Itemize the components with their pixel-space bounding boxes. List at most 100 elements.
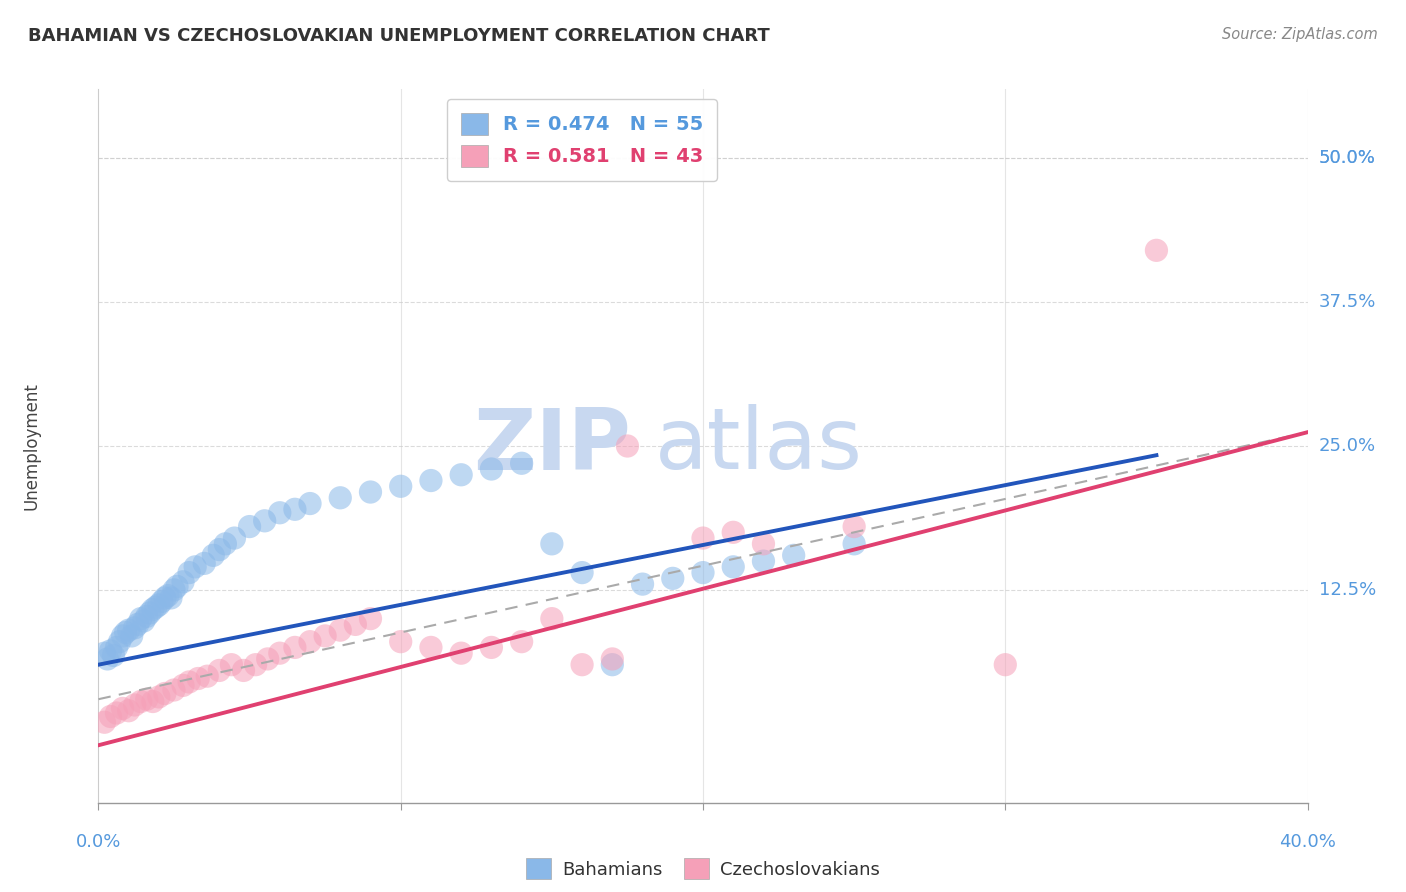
Point [510, 634, 533, 648]
Point [389, 634, 412, 648]
Point [208, 542, 231, 557]
Point [602, 652, 624, 666]
Text: atlas: atlas [655, 404, 863, 488]
Point [245, 657, 267, 672]
Text: BAHAMIAN VS CZECHOSLOVAKIAN UNEMPLOYMENT CORRELATION CHART: BAHAMIAN VS CZECHOSLOVAKIAN UNEMPLOYMENT… [28, 27, 770, 45]
Text: 50.0%: 50.0% [1319, 149, 1375, 168]
Point [360, 612, 382, 626]
Point [232, 664, 254, 678]
Point [93, 646, 115, 660]
Text: 50.0%: 50.0% [1319, 149, 1375, 168]
Text: ZIP: ZIP [472, 404, 630, 488]
Point [103, 648, 125, 663]
Point [269, 506, 291, 520]
Point [344, 617, 367, 632]
Point [450, 646, 472, 660]
Text: Unemployment: Unemployment [22, 382, 41, 510]
Point [299, 497, 322, 511]
Point [118, 704, 141, 718]
Point [692, 566, 714, 580]
Point [160, 591, 183, 605]
Point [844, 537, 866, 551]
Point [208, 664, 231, 678]
Point [148, 598, 170, 612]
Text: 25.0%: 25.0% [1319, 437, 1376, 455]
Text: 12.5%: 12.5% [1319, 581, 1376, 599]
Point [111, 629, 134, 643]
Point [329, 623, 352, 637]
Point [153, 591, 176, 605]
Point [540, 537, 562, 551]
Point [214, 537, 236, 551]
Point [142, 602, 165, 616]
Point [139, 606, 162, 620]
Point [269, 646, 291, 660]
Point [360, 485, 382, 500]
Point [96, 652, 118, 666]
Point [571, 566, 593, 580]
Point [150, 594, 173, 608]
Point [193, 557, 215, 571]
Point [177, 675, 201, 690]
Point [172, 574, 194, 589]
Point [844, 519, 866, 533]
Point [329, 491, 352, 505]
Text: 37.5%: 37.5% [1319, 293, 1376, 311]
Point [105, 640, 128, 655]
Point [299, 634, 322, 648]
Point [253, 514, 276, 528]
Point [118, 623, 141, 637]
Point [631, 577, 654, 591]
Point [124, 621, 146, 635]
Text: Source: ZipAtlas.com: Source: ZipAtlas.com [1222, 27, 1378, 42]
Point [163, 683, 186, 698]
Point [121, 629, 143, 643]
Point [571, 657, 593, 672]
Point [389, 479, 412, 493]
Point [256, 652, 278, 666]
Point [129, 612, 152, 626]
Point [1144, 244, 1167, 258]
Point [172, 678, 194, 692]
Point [153, 686, 176, 700]
Point [782, 549, 804, 563]
Point [135, 609, 157, 624]
Point [419, 640, 441, 655]
Point [163, 582, 186, 597]
Text: 40.0%: 40.0% [1279, 833, 1336, 851]
Point [221, 657, 243, 672]
Legend: Bahamians, Czechoslovakians: Bahamians, Czechoslovakians [519, 851, 887, 887]
Point [224, 531, 246, 545]
Point [419, 474, 441, 488]
Point [510, 456, 533, 470]
Point [100, 709, 122, 723]
Point [184, 559, 207, 574]
Point [142, 694, 165, 708]
Point [127, 617, 149, 632]
Point [602, 657, 624, 672]
Point [148, 690, 170, 704]
Point [450, 467, 472, 482]
Point [177, 566, 201, 580]
Point [284, 502, 307, 516]
Point [111, 701, 134, 715]
Point [481, 462, 503, 476]
Point [481, 640, 503, 655]
Point [314, 629, 336, 643]
Point [135, 692, 157, 706]
Point [661, 571, 683, 585]
Point [145, 600, 167, 615]
Point [93, 715, 115, 730]
Point [239, 519, 262, 533]
Point [187, 672, 209, 686]
Point [994, 657, 1017, 672]
Point [166, 579, 188, 593]
Point [752, 554, 775, 568]
Point [108, 634, 131, 648]
Point [195, 669, 218, 683]
Point [105, 706, 128, 720]
Point [284, 640, 307, 655]
Point [129, 694, 152, 708]
Point [132, 614, 155, 628]
Point [721, 525, 744, 540]
